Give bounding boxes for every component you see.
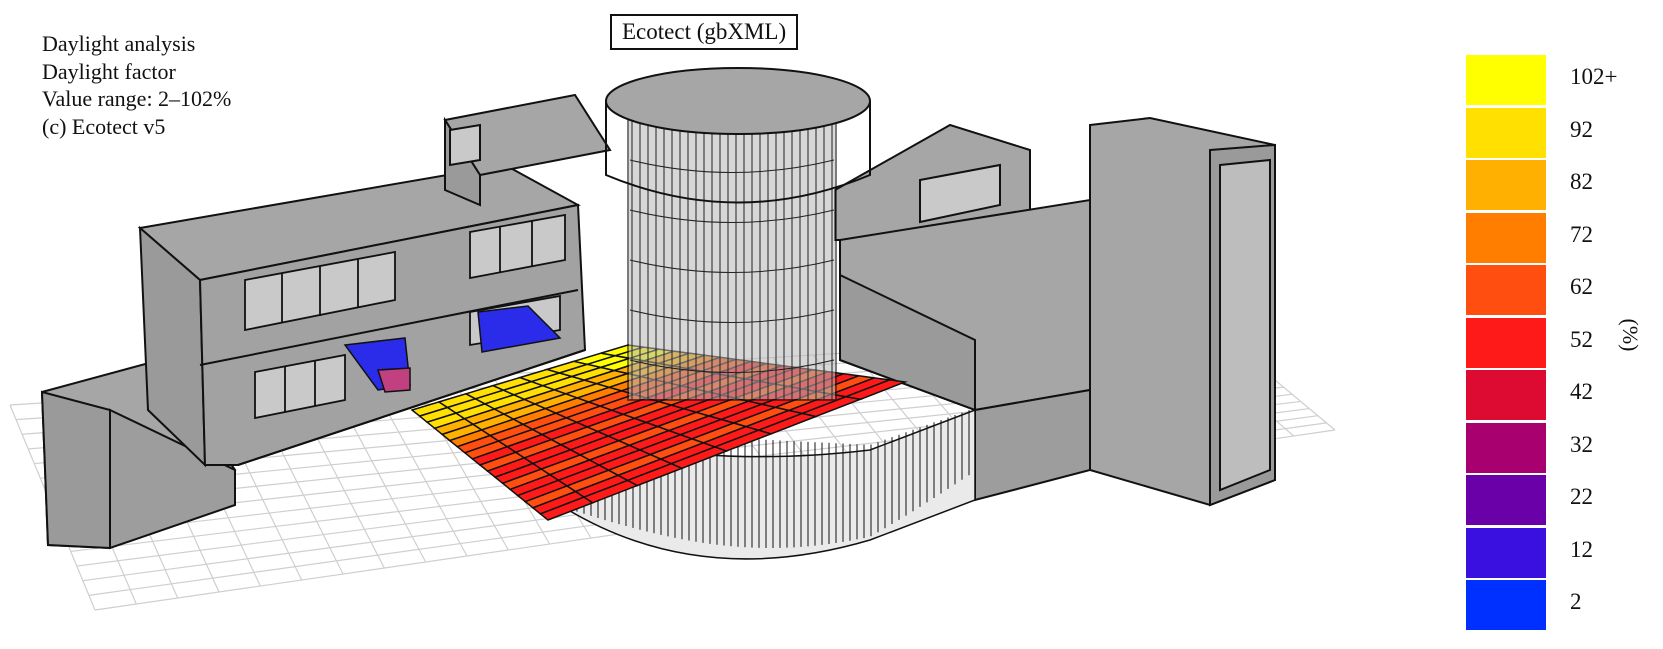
legend-label: 92 [1570,116,1593,142]
legend-item: 12 [1466,527,1593,578]
legend-label: 102+ [1570,64,1618,89]
tower-ring [629,309,835,323]
legend-item: 22 [1466,475,1593,525]
legend-item: 102+ [1466,55,1617,105]
tower-ring [629,259,835,273]
legend-item: 32 [1466,422,1593,473]
legend-swatch [1466,212,1546,263]
legend-unit: (%) [1618,318,1643,352]
legend-label: 42 [1570,379,1593,404]
info-line-copyright: (c) Ecotect v5 [42,113,166,139]
legend-item: 52 [1466,317,1593,368]
legend-item: 72 [1466,212,1593,263]
legend-item: 92 [1466,107,1593,158]
legend-swatch [1466,107,1546,158]
cylinder-tower [605,67,871,401]
legend-swatch [1466,370,1546,420]
tower-ring [629,209,835,223]
legend-swatch [1466,55,1546,105]
legend-item: 42 [1466,370,1593,420]
analysis-info: Daylight analysis Daylight factor Value … [42,30,231,140]
legend-swatch [1466,475,1546,525]
legend-label: 12 [1570,536,1593,562]
legend-label: 52 [1570,326,1593,352]
legend-swatch [1466,265,1546,315]
legend-label: 62 [1570,274,1593,299]
legend-label: 2 [1570,589,1582,614]
legend-label: 22 [1570,484,1593,509]
chart-title: Ecotect (gbXML) [610,14,799,50]
legend-swatch [1466,422,1546,473]
legend-swatch [1466,317,1546,368]
legend-label: 82 [1570,169,1593,194]
tower-ring [629,359,835,373]
legend-label: 72 [1570,221,1593,247]
tower-ring [629,159,835,173]
info-line-metric: Daylight factor [42,58,176,84]
info-line-analysis: Daylight analysis [42,31,196,56]
legend-swatch [1466,160,1546,210]
rear-block [443,93,612,207]
legend-item: 2 [1466,580,1582,630]
blue-floor-patches [343,305,562,393]
info-line-range: Value range: 2–102% [42,86,232,111]
legend-swatch [1466,580,1546,630]
right-blocks [834,116,1276,507]
legend-swatch [1466,527,1546,578]
legend-label: 32 [1570,431,1593,457]
legend-item: 82 [1466,160,1593,210]
legend-item: 62 [1466,265,1593,315]
floor-cell [843,379,908,401]
